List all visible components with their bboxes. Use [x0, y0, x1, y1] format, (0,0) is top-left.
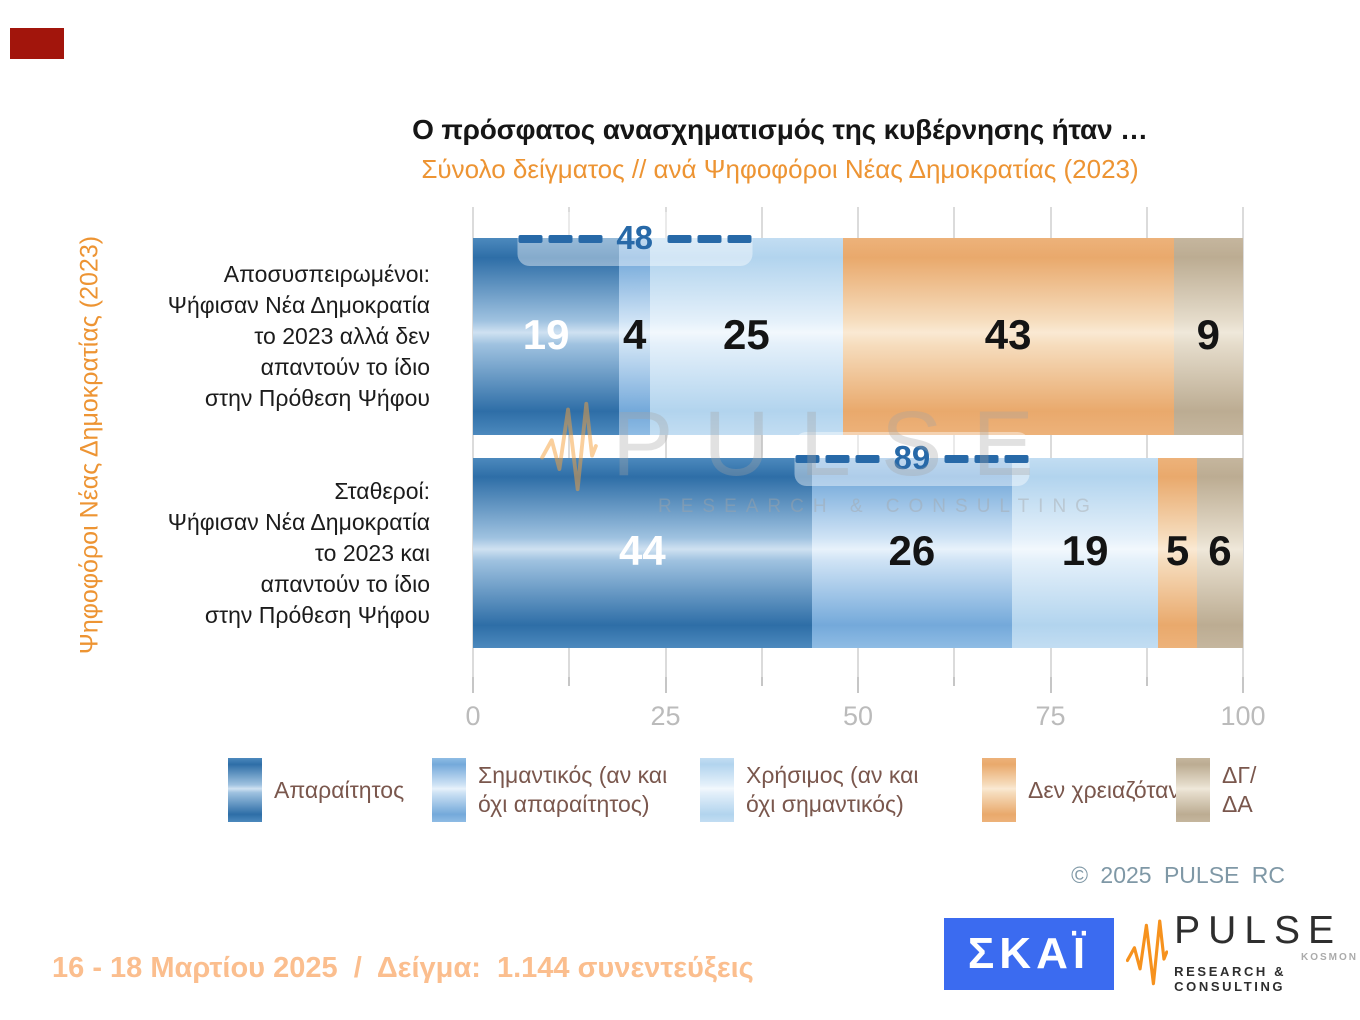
legend-swatch: [700, 758, 734, 822]
bar-segment-not-needed: 5: [1158, 458, 1197, 648]
segment-value-label: 5: [1165, 527, 1190, 575]
segment-value-label: 6: [1208, 527, 1232, 575]
legend-item-not-needed: Δεν χρειαζόταν: [982, 758, 1180, 822]
segment-value-label: 26: [888, 527, 936, 575]
legend-label-line: Σημαντικός (αν και: [478, 762, 668, 788]
category-line: στην Πρόθεση Ψήφου: [204, 601, 430, 628]
category-line: Αποσυσπειρωμένοι:: [223, 261, 430, 287]
gridline: [953, 207, 956, 677]
bar-segment-important: 4: [619, 238, 651, 435]
legend-swatch: [982, 758, 1016, 822]
axis-tick: [1049, 677, 1052, 693]
axis-tick: [857, 677, 859, 693]
category-label-row1: Αποσυσπειρωμένοι: Ψήφισαν Νέα Δημοκρατία…: [55, 238, 430, 435]
category-line: Ψήφισαν Νέα Δημοκρατία: [167, 508, 430, 535]
x-tick-label: 50: [842, 701, 874, 731]
legend-label-line: Δεν χρειαζόταν: [1028, 776, 1180, 803]
legend-label-line: όχι σημαντικός): [746, 791, 904, 817]
axis-tick: [1242, 677, 1244, 693]
gridline: [1049, 207, 1052, 677]
legend-item-necessary: Απαραίτητος: [228, 758, 404, 822]
x-tick-label: 25: [650, 701, 681, 731]
x-tick-label: 100: [1220, 701, 1266, 731]
chart-title: Ο πρόσφατος ανασχηματισμός της κυβέρνηση…: [412, 114, 1148, 145]
bar-row1: 19 4 25 43 9: [473, 238, 1243, 435]
legend-label-line: ΔΓ/: [1222, 762, 1257, 788]
category-line: το 2023 και: [314, 539, 430, 566]
axis-tick: [568, 677, 571, 686]
category-label-row2: Σταθεροί: Ψήφισαν Νέα Δημοκρατία το 2023…: [55, 458, 430, 648]
legend-label-line: ΔΑ: [1222, 791, 1253, 817]
legend-swatch: [432, 758, 466, 822]
gridline: [760, 207, 763, 677]
category-line: Σταθεροί:: [334, 477, 430, 504]
segment-value-label: 4: [623, 310, 647, 358]
gridline: [857, 207, 859, 677]
category-line: Ψήφισαν Νέα Δημοκρατία: [167, 292, 430, 318]
segment-value-label: 19: [522, 310, 570, 358]
axis-tick: [760, 677, 763, 686]
pulse-logo-text-block: PULSE KOSMON RESEARCH & CONSULTING: [1174, 911, 1360, 994]
bar-segment-dk-na: 9: [1173, 238, 1243, 435]
legend-label-line: όχι απαραίτητος): [478, 791, 650, 817]
pulse-logo-kosmon: KOSMON: [1301, 951, 1358, 963]
x-tick-label: 0: [465, 701, 481, 731]
bar-segment-useful: 25: [650, 238, 843, 435]
legend-item-important: Σημαντικός (αν και όχι απαραίτητος): [432, 758, 667, 822]
segment-value-label: 44: [619, 527, 666, 575]
bar-row2: 44 26 19 5 6: [473, 458, 1243, 648]
gridline: [664, 207, 667, 677]
chart-subtitle: Σύνολο δείγματος // ανά Ψηφοφόροι Νέας Δ…: [421, 154, 1139, 184]
legend-label-line: Χρήσιμος (αν και: [746, 762, 919, 788]
pulse-logo-subtitle: RESEARCH & CONSULTING: [1174, 963, 1287, 994]
plot-area: 19 4 25 43 9 44 26 19: [465, 207, 1266, 747]
bar-segment-useful: 19: [1011, 458, 1159, 648]
red-accent-block: [10, 28, 64, 59]
x-tick-label: 75: [1035, 701, 1066, 731]
axis-tick: [1145, 677, 1148, 686]
bar-segment-necessary: 44: [473, 458, 812, 648]
pulse-logo-name: PULSE: [1174, 908, 1343, 952]
bar-segment-not-needed: 43: [842, 238, 1174, 435]
bar-segment-necessary: 19: [473, 238, 620, 435]
category-line: απαντούν το ίδιο: [260, 354, 430, 380]
chart-header: Ο πρόσφατος ανασχηματισμός της κυβέρνηση…: [240, 114, 1320, 185]
skai-logo-text: ΣΚΑΪ: [967, 929, 1091, 978]
skai-logo: ΣΚΑΪ: [944, 918, 1114, 990]
category-line: το 2023 αλλά δεν: [254, 323, 430, 349]
gridline: [1145, 207, 1148, 677]
axis-tick: [472, 677, 474, 693]
axis-tick: [953, 677, 956, 686]
segment-value-label: 9: [1196, 310, 1221, 358]
category-line: στην Πρόθεση Ψήφου: [204, 385, 430, 411]
category-line: απαντούν το ίδιο: [260, 570, 430, 597]
copyright: © 2025 PULSE RC: [1071, 862, 1285, 888]
legend-item-useful: Χρήσιμος (αν και όχι σημαντικός): [700, 758, 919, 822]
gridline: [472, 207, 474, 677]
legend-swatch: [228, 758, 262, 822]
gridline: [1242, 207, 1244, 677]
legend-swatch: [1176, 758, 1210, 822]
axis-tick: [664, 677, 667, 693]
legend: Απαραίτητος Σημαντικός (αν και όχι απαρα…: [0, 758, 1360, 838]
segment-value-label: 25: [722, 310, 770, 358]
fieldwork-note: 16 - 18 Μαρτίου 2025 / Δείγμα: 1.144 συν…: [52, 952, 754, 984]
legend-label-line: Απαραίτητος: [274, 776, 405, 803]
legend-item-dk-na: ΔΓ/ ΔΑ: [1176, 758, 1256, 822]
pulse-logo: PULSE KOSMON RESEARCH & CONSULTING: [1126, 908, 1360, 996]
segment-value-label: 19: [1061, 527, 1109, 575]
bar-segment-dk-na: 6: [1196, 458, 1243, 648]
pulse-waveform-icon: [1126, 919, 1169, 986]
segment-value-label: 43: [984, 310, 1032, 358]
bar-segment-important: 26: [811, 458, 1012, 648]
